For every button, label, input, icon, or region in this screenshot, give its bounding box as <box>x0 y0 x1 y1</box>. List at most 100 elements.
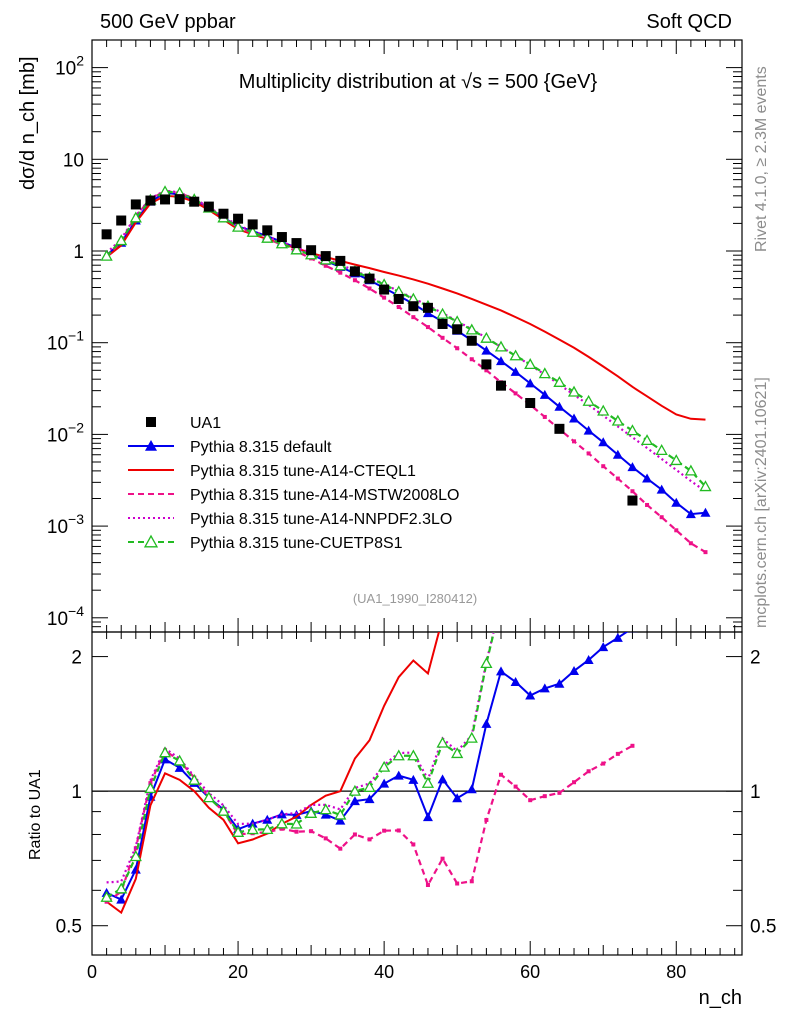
x-tick-label: 80 <box>666 962 686 982</box>
ratio-line-pythia-8-315-tune-a14-mstw2008lo <box>105 744 633 903</box>
legend-item: UA1 <box>146 415 221 432</box>
ratio-point-pythia-8-315-default <box>495 666 506 676</box>
data-point-ua1 <box>554 423 565 434</box>
point-pythia-8-315-default <box>700 507 711 517</box>
ratio-line-pythia-8-315-default <box>106 632 629 901</box>
ratio-plot-frame <box>91 631 743 956</box>
ratio-point-pythia-8-315-tune-cuetp8s1 <box>261 823 274 834</box>
ratio-point-pythia-8-315-tune-cuetp8s1 <box>202 791 215 803</box>
point-pythia-8-315-tune-a14-mstw2008lo <box>425 325 430 330</box>
ratio-point-pythia-8-315-tune-cuetp8s1 <box>627 445 637 454</box>
ratio-point-pythia-8-315-tune-cuetp8s1 <box>584 512 594 521</box>
point-pythia-8-315-default <box>495 356 506 366</box>
legend-item: Pythia 8.315 tune-A14-CTEQL1 <box>128 463 416 480</box>
point-pythia-8-315-default <box>656 484 667 494</box>
x-tick-label: 40 <box>374 962 394 982</box>
point-pythia-8-315-tune-a14-mstw2008lo <box>674 528 679 533</box>
point-pythia-8-315-tune-a14-mstw2008lo <box>469 357 474 362</box>
point-pythia-8-315-tune-cuetp8s1 <box>611 414 624 426</box>
point-pythia-8-315-default <box>569 413 580 423</box>
ratio-point-pythia-8-315-tune-cuetp8s1 <box>451 747 464 759</box>
point-pythia-8-315-tune-cuetp8s1 <box>670 454 683 466</box>
data-point-ua1 <box>160 194 171 205</box>
point-pythia-8-315-tune-a14-mstw2008lo <box>411 315 416 320</box>
ratio-point-pythia-8-315-tune-cuetp8s1 <box>115 882 128 894</box>
ratio-point-pythia-8-315-tune-a14-mstw2008lo <box>586 769 591 774</box>
legend-label: Pythia 8.315 tune-A14-CTEQL1 <box>190 463 416 480</box>
x-tick-label: 0 <box>87 962 97 982</box>
data-point-ua1 <box>320 251 331 262</box>
data-point-ua1 <box>481 359 492 370</box>
ratio-point-pythia-8-315-default <box>554 678 565 688</box>
main-series-layer <box>100 185 712 555</box>
legend-label: Pythia 8.315 tune-A14-MSTW2008LO <box>190 487 459 504</box>
point-pythia-8-315-default <box>598 437 609 447</box>
point-pythia-8-315-tune-a14-mstw2008lo <box>615 476 620 481</box>
point-pythia-8-315-tune-a14-mstw2008lo <box>703 550 708 555</box>
ratio-point-pythia-8-315-default <box>627 632 638 633</box>
point-pythia-8-315-default <box>481 345 492 355</box>
ratio-point-pythia-8-315-tune-a14-mstw2008lo <box>528 798 533 803</box>
ratio-point-pythia-8-315-tune-cuetp8s1 <box>129 850 142 862</box>
data-point-ua1 <box>422 302 433 313</box>
ratio-point-pythia-8-315-default <box>291 809 302 819</box>
point-pythia-8-315-tune-cuetp8s1 <box>115 234 128 246</box>
legend-item: Pythia 8.315 tune-A14-NNPDF2.3LO <box>128 511 452 528</box>
point-pythia-8-315-tune-cuetp8s1 <box>436 307 449 319</box>
point-pythia-8-315-tune-a14-mstw2008lo <box>630 489 635 494</box>
point-pythia-8-315-tune-a14-mstw2008lo <box>688 541 693 546</box>
data-point-ua1 <box>174 194 185 205</box>
data-point-ua1 <box>189 196 200 207</box>
legend-swatch-ua1 <box>146 417 156 427</box>
ratio-point-pythia-8-315-tune-cuetp8s1 <box>188 773 201 785</box>
point-pythia-8-315-tune-cuetp8s1 <box>509 349 522 361</box>
ratio-point-pythia-8-315-tune-cuetp8s1 <box>480 657 493 669</box>
point-pythia-8-315-tune-cuetp8s1 <box>100 249 113 261</box>
point-pythia-8-315-tune-cuetp8s1 <box>553 375 566 387</box>
point-pythia-8-315-default <box>510 366 521 376</box>
point-pythia-8-315-default <box>554 401 565 411</box>
point-pythia-8-315-tune-cuetp8s1 <box>231 220 245 232</box>
point-pythia-8-315-default <box>583 425 594 435</box>
legend-item: Pythia 8.315 tune-A14-MSTW2008LO <box>128 487 459 504</box>
legend-item: Pythia 8.315 tune-CUETP8S1 <box>128 534 403 552</box>
data-point-ua1 <box>306 245 317 256</box>
point-pythia-8-315-default <box>627 462 638 472</box>
ratio-point-pythia-8-315-tune-a14-mstw2008lo <box>294 829 299 834</box>
data-point-ua1 <box>130 199 141 210</box>
legend: UA1 Pythia 8.315 default Pythia 8.315 tune… <box>128 415 459 552</box>
main-y-tick-label: 10−1 <box>47 328 84 355</box>
point-pythia-8-315-tune-a14-mstw2008lo <box>352 278 357 283</box>
point-pythia-8-315-tune-cuetp8s1 <box>261 231 274 243</box>
data-point-ua1 <box>452 324 463 335</box>
data-point-ua1 <box>116 215 127 226</box>
point-pythia-8-315-tune-a14-mstw2008lo <box>513 391 518 396</box>
point-pythia-8-315-tune-a14-mstw2008lo <box>484 368 489 373</box>
ratio-point-pythia-8-315-tune-cuetp8s1 <box>525 598 535 607</box>
ratio-point-pythia-8-315-tune-cuetp8s1 <box>496 597 506 606</box>
ratio-point-pythia-8-315-tune-a14-mstw2008lo <box>572 780 577 785</box>
ratio-point-pythia-8-315-tune-a14-mstw2008lo <box>338 846 343 851</box>
ratio-point-pythia-8-315-default <box>335 815 346 825</box>
data-point-ua1 <box>247 219 258 230</box>
ratio-point-pythia-8-315-tune-cuetp8s1 <box>511 598 521 607</box>
ratio-point-pythia-8-315-tune-cuetp8s1 <box>319 803 332 815</box>
point-pythia-8-315-tune-cuetp8s1 <box>684 464 697 476</box>
ratio-point-pythia-8-315-tune-a14-mstw2008lo <box>440 856 445 861</box>
ratio-point-pythia-8-315-default <box>349 796 360 806</box>
point-pythia-8-315-tune-cuetp8s1 <box>465 323 478 335</box>
ratio-point-pythia-8-315-tune-cuetp8s1 <box>100 890 113 902</box>
series-line-pythia-8-315-tune-a14-cteql1 <box>105 194 706 421</box>
ratio-point-pythia-8-315-default <box>481 718 492 728</box>
main-y-tick-label: 10 <box>63 150 84 171</box>
ratio-point-pythia-8-315-tune-cuetp8s1 <box>363 780 376 792</box>
point-pythia-8-315-tune-cuetp8s1 <box>275 237 288 249</box>
ratio-point-pythia-8-315-tune-cuetp8s1 <box>465 731 478 743</box>
ratio-point-pythia-8-315-tune-a14-mstw2008lo <box>309 829 314 834</box>
site-label: mcplots.cern.ch [arXiv:2401.10621] <box>753 377 770 628</box>
ratio-y-label: Ratio to UA1 <box>27 769 44 860</box>
ratio-point-pythia-8-315-tune-cuetp8s1 <box>598 489 608 498</box>
ratio-y-tick-label: 2 <box>71 648 82 669</box>
main-y-tick-label: 10−4 <box>47 603 84 630</box>
